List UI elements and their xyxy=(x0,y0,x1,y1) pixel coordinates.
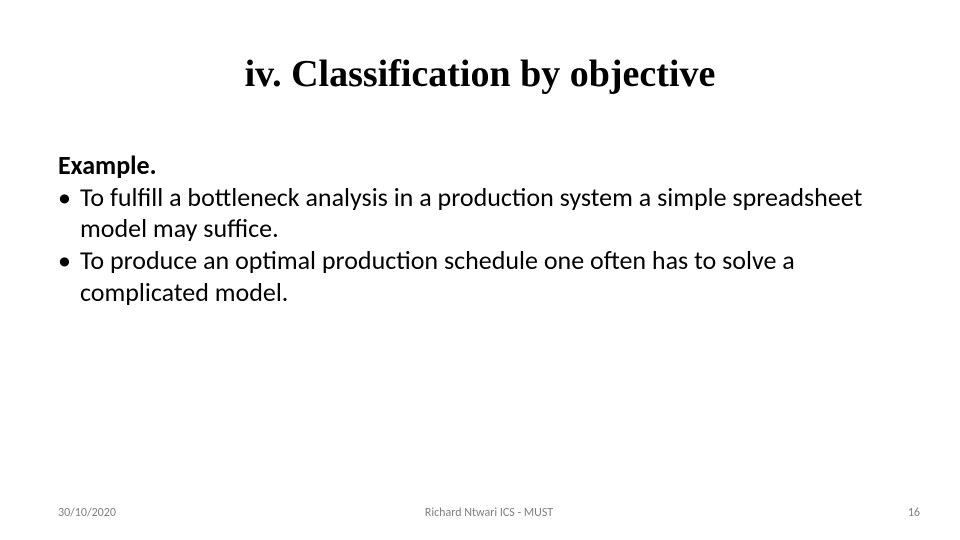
slide-body: Example. • To fulfill a bottleneck analy… xyxy=(58,150,902,309)
slide: iv. Classification by objective Example.… xyxy=(0,0,960,540)
bullet-text: To fulfill a bottleneck analysis in a pr… xyxy=(80,182,902,245)
bullet-mark: • xyxy=(58,245,80,277)
bullet-mark: • xyxy=(58,182,80,214)
footer-date: 30/10/2020 xyxy=(58,506,345,520)
slide-footer: 30/10/2020 Richard Ntwari ICS - MUST 16 xyxy=(58,506,920,520)
slide-title: iv. Classification by objective xyxy=(0,52,960,96)
bullet-text: To produce an optimal production schedul… xyxy=(80,245,902,308)
bullet-item: • To produce an optimal production sched… xyxy=(58,245,902,308)
bullet-item: • To fulfill a bottleneck analysis in a … xyxy=(58,182,902,245)
footer-page-number: 16 xyxy=(633,506,920,520)
example-label: Example. xyxy=(58,150,902,182)
footer-author: Richard Ntwari ICS - MUST xyxy=(345,506,632,520)
